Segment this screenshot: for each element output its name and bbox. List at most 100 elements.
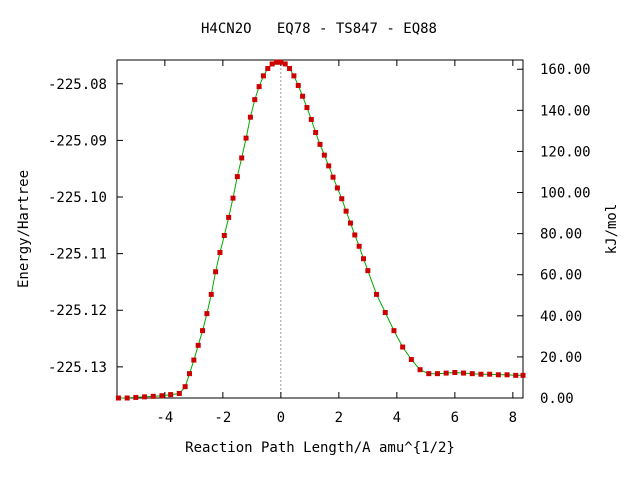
data-point (282, 61, 288, 67)
energy-curve-points (115, 59, 526, 401)
energy-curve-line (118, 61, 523, 399)
y-axis-ticks: -225.08 -225.09 -225.10 -225.11 -225.12 -225.… (48, 77, 123, 376)
data-point (208, 291, 214, 297)
data-point (230, 195, 236, 201)
data-point (382, 310, 388, 316)
x-tick-label: 4 (393, 410, 401, 426)
y2-tick-label: 160.00 (540, 62, 591, 78)
y2-axis-label: kJ/mol (604, 204, 620, 255)
data-point (124, 395, 130, 401)
data-point (291, 73, 297, 79)
y2-tick-label: 140.00 (540, 103, 591, 119)
data-point (195, 342, 201, 348)
data-point (321, 152, 327, 158)
data-point (239, 155, 245, 161)
data-point (269, 61, 275, 67)
data-point (142, 394, 148, 400)
y2-tick-label: 20.00 (540, 350, 582, 366)
data-point (217, 249, 223, 255)
data-point (326, 163, 332, 169)
data-point (226, 214, 232, 220)
data-point (247, 114, 253, 120)
x-tick-label: 2 (335, 410, 343, 426)
x-tick-label: 8 (509, 410, 517, 426)
y2-tick-label: 80.00 (540, 227, 582, 243)
data-point (313, 129, 319, 135)
data-point (417, 367, 423, 373)
data-point (234, 174, 240, 180)
y-tick-label: -225.08 (48, 77, 107, 93)
data-point (365, 268, 371, 274)
x-axis-label: Reaction Path Length/A amu^{1/2} (185, 440, 455, 456)
data-point (260, 73, 266, 79)
data-point (168, 392, 174, 398)
x-axis-ticks: -4 -2 0 2 4 6 8 (156, 60, 517, 426)
data-point (361, 256, 366, 262)
data-point (243, 135, 249, 141)
data-point (343, 208, 349, 214)
y2-axis-ticks: 0.00 20.00 40.00 60.00 80.00 100.00 120.00 140.… (517, 62, 591, 407)
data-point (408, 357, 414, 363)
y-axis-label: Energy/Hartree (16, 170, 32, 288)
x-tick-label: -4 (156, 410, 173, 426)
data-point (443, 370, 449, 376)
data-point (469, 371, 475, 377)
data-point (191, 357, 197, 363)
data-point (274, 59, 279, 65)
y-tick-label: -225.10 (48, 190, 107, 206)
data-point (461, 370, 467, 376)
data-point (133, 394, 139, 400)
data-point (391, 328, 397, 334)
data-point (452, 370, 458, 376)
data-point (182, 384, 188, 390)
plot-frame (116, 59, 524, 399)
data-point (317, 141, 323, 147)
data-point (347, 220, 353, 226)
x-tick-label: 0 (277, 410, 285, 426)
y2-tick-label: 60.00 (540, 268, 582, 284)
data-point (256, 84, 262, 90)
data-point (352, 232, 358, 238)
data-point (187, 371, 192, 377)
data-point (265, 65, 271, 71)
data-point (334, 185, 340, 191)
data-point (150, 393, 156, 399)
data-point (204, 311, 210, 317)
y-tick-label: -225.09 (48, 133, 107, 149)
y2-tick-label: 0.00 (540, 391, 574, 407)
data-point (159, 393, 165, 399)
data-point (308, 116, 314, 122)
chart-title: H4CN2O EQ78 - TS847 - EQ88 (201, 21, 437, 37)
y2-tick-label: 100.00 (540, 186, 591, 202)
x-tick-label: 6 (451, 410, 459, 426)
data-point (400, 344, 406, 350)
data-point (295, 82, 301, 88)
data-point (504, 372, 510, 378)
data-point (374, 291, 380, 297)
data-point (487, 371, 493, 377)
data-point (300, 93, 306, 99)
data-point (520, 372, 526, 378)
data-point (513, 372, 519, 378)
data-point (495, 372, 501, 378)
data-point (304, 105, 310, 111)
data-point (434, 371, 440, 377)
y-tick-label: -225.11 (48, 247, 107, 263)
y2-tick-label: 120.00 (540, 144, 591, 160)
y2-tick-label: 40.00 (540, 309, 582, 325)
data-point (339, 196, 345, 202)
data-point (221, 233, 227, 239)
data-point (287, 65, 293, 71)
data-point (115, 395, 121, 401)
data-point (176, 390, 182, 396)
data-point (278, 59, 284, 65)
data-point (330, 174, 336, 180)
data-point (478, 371, 484, 377)
x-tick-label: -2 (214, 410, 231, 426)
y-tick-label: -225.12 (48, 303, 107, 319)
data-point (356, 243, 362, 249)
data-point (426, 371, 432, 377)
data-point (213, 269, 219, 275)
data-point (200, 328, 206, 334)
